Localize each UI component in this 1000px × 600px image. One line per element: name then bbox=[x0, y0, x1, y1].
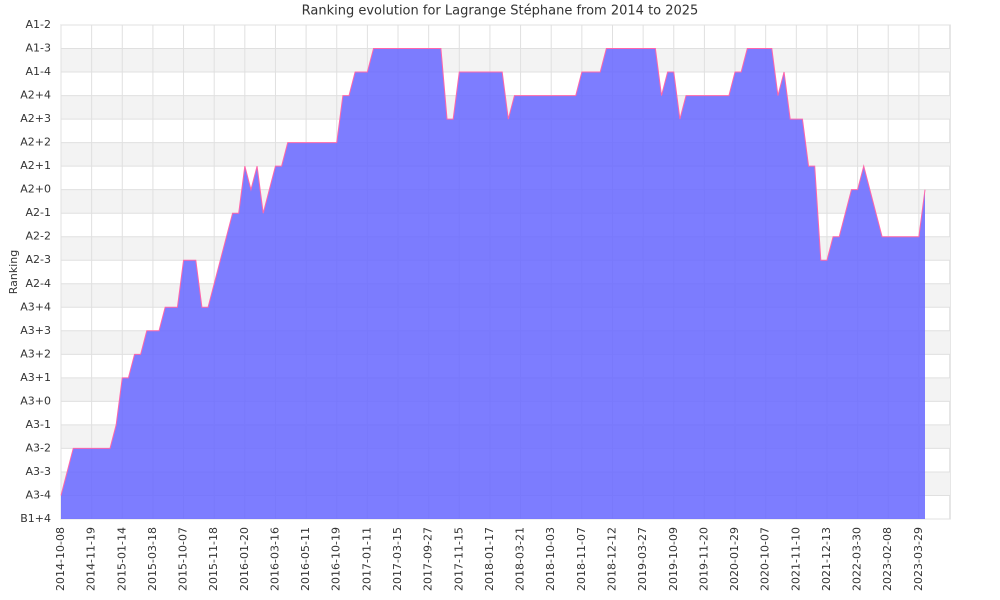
y-tick-label: A3+0 bbox=[20, 394, 51, 407]
x-tick-label: 2015-01-14 bbox=[115, 527, 128, 591]
y-tick-label: A2+3 bbox=[20, 112, 51, 125]
y-tick-label: A2+4 bbox=[20, 89, 51, 102]
y-tick-label: A1-3 bbox=[26, 42, 52, 55]
x-tick-label: 2018-03-21 bbox=[514, 527, 527, 591]
x-tick-label: 2019-11-20 bbox=[697, 527, 710, 591]
y-tick-label: A2-1 bbox=[26, 206, 52, 219]
x-tick-label: 2022-03-30 bbox=[851, 527, 864, 591]
x-tick-label: 2016-10-19 bbox=[330, 527, 343, 591]
y-tick-label: A1-2 bbox=[26, 18, 52, 31]
x-tick-label: 2017-01-11 bbox=[360, 527, 373, 591]
y-axis-label: Ranking bbox=[7, 250, 20, 295]
grid-band bbox=[61, 48, 950, 73]
y-tick-label: B1+4 bbox=[20, 512, 51, 525]
x-tick-label: 2017-11-15 bbox=[452, 527, 465, 591]
y-tick-label: A2+1 bbox=[20, 159, 51, 172]
x-tick-label: 2015-03-18 bbox=[146, 527, 159, 591]
x-tick-label: 2018-11-07 bbox=[575, 527, 588, 591]
y-tick-label: A3-2 bbox=[26, 441, 52, 454]
y-tick-label: A3+4 bbox=[20, 300, 51, 313]
y-tick-label: A2-4 bbox=[26, 277, 52, 290]
y-tick-label: A3+3 bbox=[20, 324, 51, 337]
y-tick-label: A3+1 bbox=[20, 371, 51, 384]
y-tick-label: A2+0 bbox=[20, 183, 51, 196]
x-tick-label: 2015-10-07 bbox=[177, 527, 190, 591]
y-tick-label: A3-4 bbox=[26, 488, 52, 501]
x-tick-label: 2020-10-07 bbox=[759, 527, 772, 591]
x-tick-label: 2014-10-08 bbox=[54, 527, 67, 591]
x-tick-label: 2023-03-29 bbox=[912, 527, 925, 591]
x-tick-label: 2020-01-29 bbox=[728, 527, 741, 591]
x-tick-label: 2016-05-11 bbox=[299, 527, 312, 591]
y-tick-label: A1-4 bbox=[26, 65, 52, 78]
x-tick-label: 2015-11-18 bbox=[207, 527, 220, 591]
x-tick-label: 2021-12-13 bbox=[820, 527, 833, 591]
y-tick-label: A3-1 bbox=[26, 418, 52, 431]
x-tick-label: 2014-11-19 bbox=[85, 527, 98, 591]
x-tick-label: 2018-10-03 bbox=[544, 527, 557, 591]
x-tick-label: 2018-12-12 bbox=[605, 527, 618, 591]
y-tick-label: A2-3 bbox=[26, 253, 52, 266]
x-tick-label: 2018-01-17 bbox=[483, 527, 496, 591]
chart-title: Ranking evolution for Lagrange Stéphane … bbox=[302, 4, 699, 19]
x-tick-label: 2021-11-10 bbox=[789, 527, 802, 591]
y-tick-label: A3-3 bbox=[26, 465, 52, 478]
x-tick-label: 2017-03-15 bbox=[391, 527, 404, 591]
x-tick-label: 2016-03-16 bbox=[268, 527, 281, 591]
line bbox=[60, 48, 926, 496]
x-tick-label: 2019-03-27 bbox=[636, 527, 649, 591]
x-tick-label: 2016-01-20 bbox=[238, 527, 251, 591]
y-tick-label: A2-2 bbox=[26, 230, 52, 243]
x-tick-label: 2017-09-27 bbox=[422, 527, 435, 591]
x-tick-label: 2023-02-08 bbox=[881, 527, 894, 591]
y-tick-label: A2+2 bbox=[20, 136, 51, 149]
x-tick-label: 2019-10-09 bbox=[667, 527, 680, 591]
y-tick-label: A3+2 bbox=[20, 347, 51, 360]
